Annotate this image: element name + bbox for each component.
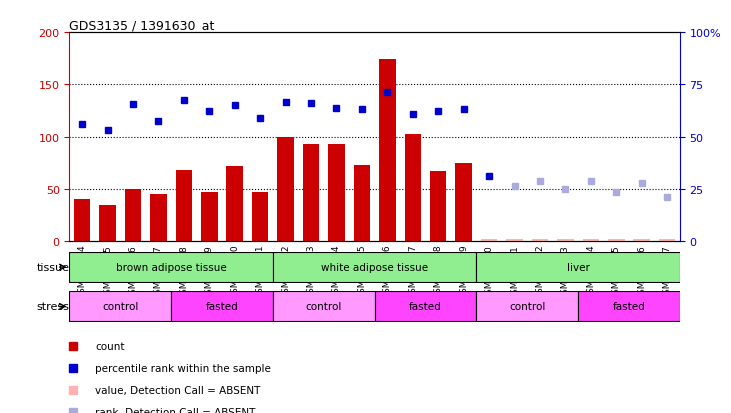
Text: GSM184429: GSM184429 — [459, 244, 468, 299]
Text: GSM184418: GSM184418 — [179, 244, 189, 299]
Bar — [273, 252, 477, 282]
Text: GSM184436: GSM184436 — [637, 244, 646, 299]
Text: GSM184428: GSM184428 — [433, 244, 443, 299]
Text: GSM184421: GSM184421 — [256, 244, 265, 299]
Text: GSM184432: GSM184432 — [535, 244, 545, 299]
Text: GSM184416: GSM184416 — [129, 244, 137, 299]
Bar — [175, 171, 192, 242]
Text: fasted: fasted — [613, 301, 645, 312]
Text: value, Detection Call = ABSENT: value, Detection Call = ABSENT — [95, 385, 260, 395]
Text: GSM184417: GSM184417 — [154, 244, 163, 299]
Bar — [150, 195, 167, 242]
Bar — [303, 145, 319, 242]
Bar — [557, 240, 574, 242]
Text: fasted: fasted — [205, 301, 238, 312]
Bar — [374, 292, 477, 321]
Text: GSM184430: GSM184430 — [485, 244, 493, 299]
Bar — [125, 190, 141, 242]
Bar — [171, 292, 273, 321]
Text: GSM184437: GSM184437 — [662, 244, 672, 299]
Bar — [201, 192, 218, 242]
Text: white adipose tissue: white adipose tissue — [321, 262, 428, 273]
Bar — [328, 145, 345, 242]
Bar — [507, 240, 523, 242]
Text: stress: stress — [37, 301, 69, 312]
Bar — [578, 292, 680, 321]
Text: count: count — [95, 341, 124, 351]
Text: GSM184431: GSM184431 — [510, 244, 519, 299]
Text: rank, Detection Call = ABSENT: rank, Detection Call = ABSENT — [95, 407, 255, 413]
Text: tissue: tissue — [37, 262, 69, 273]
Bar — [69, 252, 273, 282]
Text: fasted: fasted — [409, 301, 442, 312]
Bar — [634, 240, 650, 242]
Text: GSM184419: GSM184419 — [205, 244, 214, 299]
Bar — [99, 205, 115, 242]
Text: GSM184420: GSM184420 — [230, 244, 239, 299]
Bar — [379, 60, 395, 242]
Bar — [608, 240, 624, 242]
Text: GSM184414: GSM184414 — [77, 244, 87, 299]
Text: control: control — [102, 301, 138, 312]
Bar — [74, 200, 91, 242]
Bar — [252, 192, 268, 242]
Bar — [227, 166, 243, 242]
Bar — [404, 134, 421, 242]
Text: GSM184435: GSM184435 — [612, 244, 621, 299]
Bar — [531, 240, 548, 242]
Text: brown adipose tissue: brown adipose tissue — [115, 262, 227, 273]
Bar — [69, 292, 171, 321]
Text: liver: liver — [567, 262, 589, 273]
Bar — [455, 164, 472, 242]
Text: GSM184423: GSM184423 — [306, 244, 316, 299]
Text: GSM184424: GSM184424 — [332, 244, 341, 299]
Text: GSM184433: GSM184433 — [561, 244, 570, 299]
Text: GSM184425: GSM184425 — [357, 244, 366, 299]
Text: GSM184434: GSM184434 — [586, 244, 595, 299]
Text: GSM184427: GSM184427 — [409, 244, 417, 299]
Bar — [430, 172, 447, 242]
Text: GDS3135 / 1391630_at: GDS3135 / 1391630_at — [69, 19, 215, 32]
Text: control: control — [306, 301, 342, 312]
Bar — [659, 240, 675, 242]
Text: GSM184415: GSM184415 — [103, 244, 112, 299]
Text: percentile rank within the sample: percentile rank within the sample — [95, 363, 271, 373]
Text: GSM184426: GSM184426 — [383, 244, 392, 299]
Bar — [477, 292, 578, 321]
Bar — [354, 166, 370, 242]
Text: control: control — [509, 301, 545, 312]
Text: GSM184422: GSM184422 — [281, 244, 290, 299]
Bar — [481, 240, 497, 242]
Bar — [583, 240, 599, 242]
Bar — [477, 252, 680, 282]
Bar — [273, 292, 374, 321]
Bar — [277, 137, 294, 242]
